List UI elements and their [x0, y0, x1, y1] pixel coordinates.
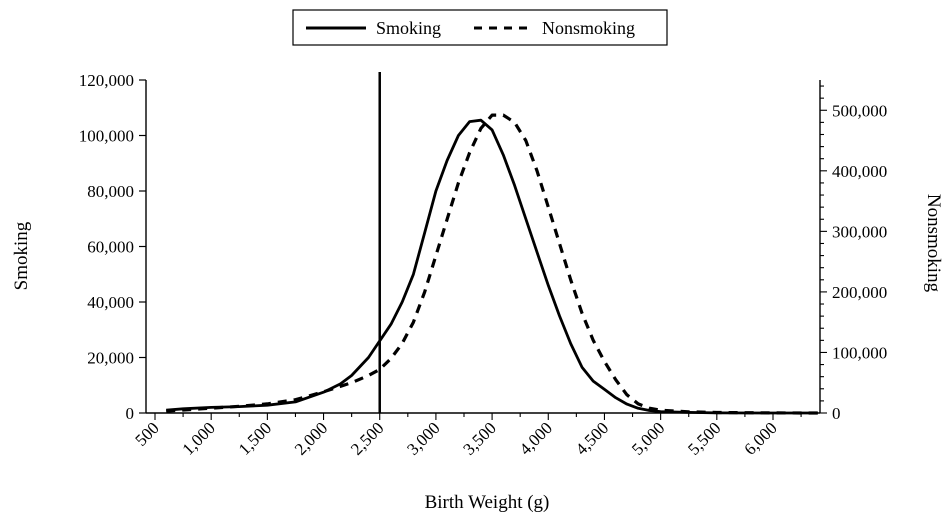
x-axis-tick-label: 3,000 [403, 418, 443, 458]
legend-label-nonsmoking: Nonsmoking [542, 18, 635, 38]
right-axis-tick-label: 400,000 [832, 162, 887, 181]
left-axis-tick-label: 60,000 [87, 238, 134, 257]
right-axis-tick-label: 0 [832, 404, 841, 423]
x-axis-tick-label: 5,000 [628, 418, 668, 458]
x-axis-tick-label: 6,000 [740, 418, 780, 458]
x-axis-tick-label: 4,000 [516, 418, 556, 458]
x-axis-tick-label: 1,000 [179, 418, 219, 458]
x-axis-tick-label: 4,500 [572, 418, 612, 458]
series-line-nonsmoking [166, 115, 818, 413]
right-axis-tick-label: 200,000 [832, 283, 887, 302]
right-axis-tick-label: 300,000 [832, 222, 887, 241]
y-axis-title-right: Nonsmoking [923, 194, 944, 293]
y-axis-title-left: Smoking [11, 221, 32, 290]
x-axis-ticks: 500 1,000 1,500 2,000 2,500 3,000 3,500 4,000 4,… [131, 413, 801, 459]
series-line-smoking [166, 120, 818, 413]
x-axis-tick-label: 2,500 [347, 418, 387, 458]
x-axis-title: Birth Weight (g) [425, 492, 550, 513]
x-axis-tick-label: 1,500 [235, 418, 275, 458]
left-axis-tick-label: 0 [126, 404, 135, 423]
right-axis-tick-label: 100,000 [832, 343, 887, 362]
left-axis-tick-label: 40,000 [87, 293, 134, 312]
legend: Smoking Nonsmoking [293, 10, 667, 45]
right-axis-ticks: 0 100,000 200,000 300,000 400,000 500,000 [820, 86, 887, 423]
left-axis-tick-label: 80,000 [87, 182, 134, 201]
left-axis-ticks: 0 20,000 40,000 60,000 80,000 100,000 120,000 [79, 71, 146, 423]
left-axis-tick-label: 120,000 [79, 71, 134, 90]
right-axis-tick-label: 500,000 [832, 101, 887, 120]
x-axis-tick-label: 3,500 [459, 418, 499, 458]
left-axis-tick-label: 100,000 [79, 127, 134, 146]
left-axis-tick-label: 20,000 [87, 349, 134, 368]
legend-label-smoking: Smoking [376, 18, 441, 38]
x-axis-tick-label: 500 [131, 418, 162, 449]
x-axis-tick-label: 2,000 [291, 418, 331, 458]
x-axis-tick-label: 5,500 [684, 418, 724, 458]
